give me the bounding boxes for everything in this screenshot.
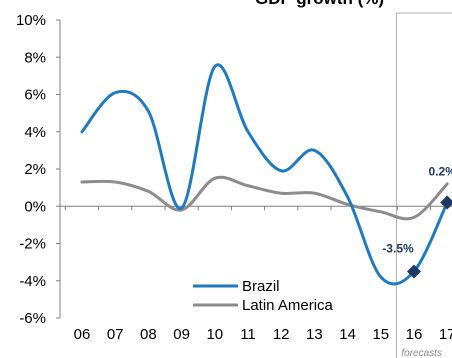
y-tick-label: 4%: [24, 124, 46, 141]
y-tick-label: 6%: [24, 87, 46, 104]
forecast-region: forecasts: [395, 12, 452, 358]
y-tick-label: 2%: [24, 161, 46, 178]
y-tick-label: -6%: [19, 310, 46, 327]
y-tick-label: 8%: [24, 49, 46, 66]
y-tick-label: -4%: [19, 273, 46, 290]
chart-title: GDP growth (%): [255, 0, 384, 8]
x-tick-label: 11: [240, 326, 256, 343]
y-tick-label: -2%: [19, 236, 46, 253]
x-tick-label: 06: [74, 326, 91, 343]
data-label: 0.2%: [429, 165, 452, 179]
data-marker-diamond: [440, 195, 452, 210]
x-tick-label: 15: [372, 326, 389, 343]
x-tick-label: 16: [406, 326, 423, 343]
x-tick-label: 08: [140, 326, 157, 343]
x-tick-label: 12: [273, 326, 290, 343]
axes: 10% 8% 6% 4% 2% 0% -2% -4% -6% 06 07 08 09 10 11 12 13 14…: [16, 12, 452, 343]
x-tick-label: 13: [306, 326, 323, 343]
legend: Brazil Latin America: [193, 278, 334, 314]
forecast-box: [395, 12, 452, 358]
series-line-brazil: [80, 63, 449, 286]
legend-label-brazil: Brazil: [242, 278, 280, 295]
forecast-label: forecasts: [401, 348, 442, 358]
x-tick-label: 14: [339, 326, 356, 343]
data-markers: [407, 195, 452, 279]
y-tick-label: 10%: [16, 12, 46, 29]
x-tick-label: 09: [173, 326, 190, 343]
x-tick-label: 07: [107, 326, 124, 343]
data-marker-diamond: [407, 264, 421, 279]
x-tick-label: 10: [206, 326, 223, 343]
x-tick-label: 17: [439, 326, 452, 343]
data-labels: -3.5% 0.2%: [382, 165, 452, 256]
y-tick-label: 0%: [24, 198, 46, 215]
series-line-latin-america: [80, 175, 449, 221]
data-label: -3.5%: [382, 241, 414, 255]
series-lines: [80, 63, 449, 286]
legend-label-latin-america: Latin America: [242, 297, 334, 314]
